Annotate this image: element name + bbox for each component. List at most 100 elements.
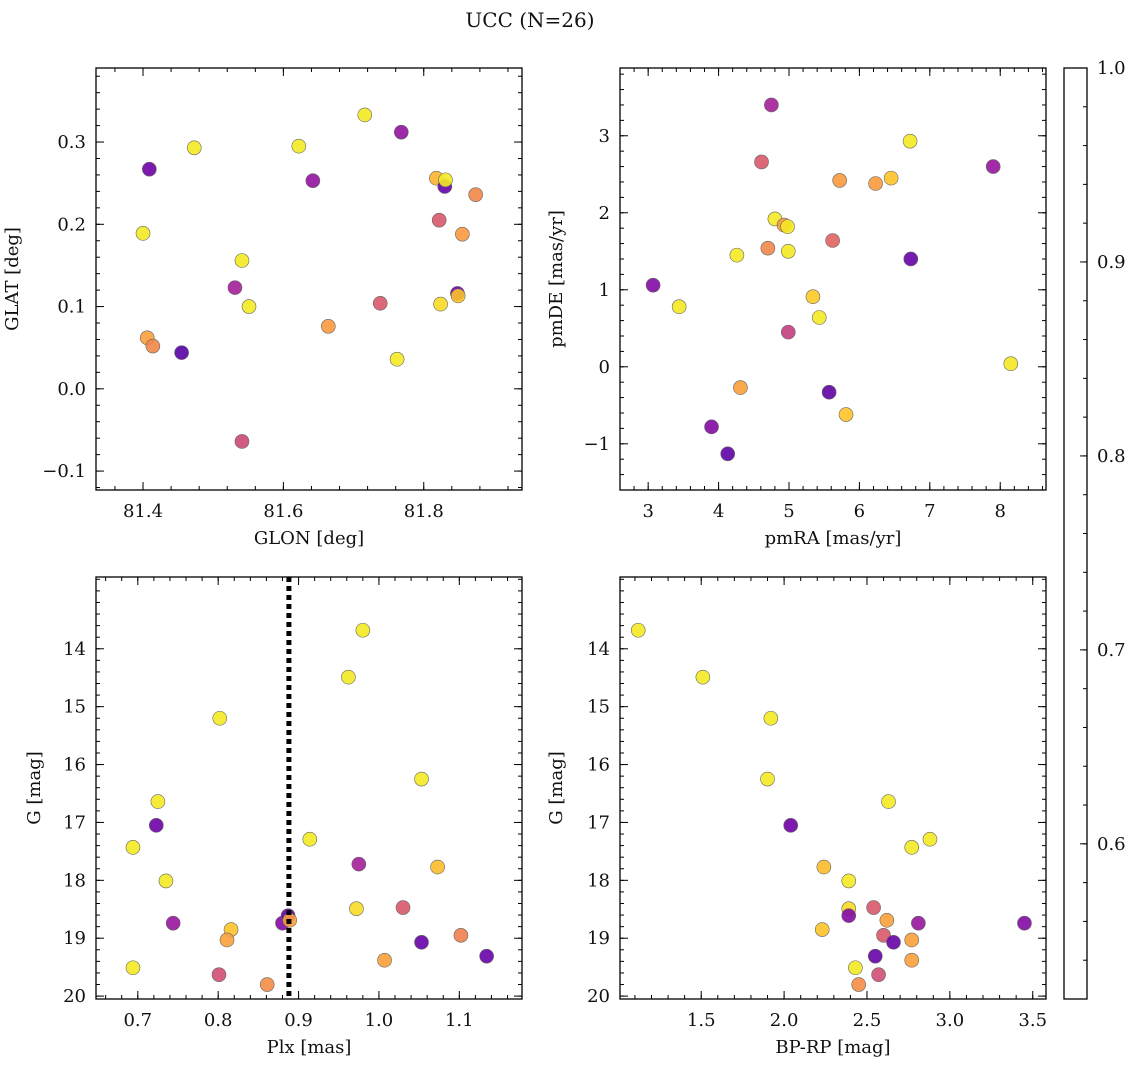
scatter-point xyxy=(838,407,854,422)
scatter-point xyxy=(760,771,775,787)
x-tick-label: 0.8 xyxy=(204,1010,233,1031)
scatter-point xyxy=(212,710,228,726)
scatter-point xyxy=(811,310,827,325)
scatter-point xyxy=(414,934,429,950)
scatter-point xyxy=(395,900,411,915)
scatter-point xyxy=(377,952,392,968)
scatter-point xyxy=(453,928,469,943)
y-tick-label: 14 xyxy=(587,639,610,660)
scatter-point xyxy=(841,908,857,923)
scatter-point xyxy=(259,977,275,992)
scatter-point xyxy=(871,967,886,982)
scatter-point xyxy=(886,934,901,950)
colorbar-tick-label: 0.9 xyxy=(1097,252,1126,273)
axes-frame xyxy=(95,67,523,491)
scatter-point xyxy=(341,669,356,685)
scatter-point xyxy=(671,299,687,315)
x-tick-label: 4 xyxy=(713,501,724,522)
scatter-point xyxy=(145,338,161,354)
panel-pmra_pmde: 3 4 5 6 7 8 −1 0 1 2 3 pmRA [mas/yr] pmDE [mas/yr] xyxy=(546,67,1047,549)
x-tick-label: 1.1 xyxy=(445,1010,474,1031)
y-tick-label: 19 xyxy=(63,928,86,949)
panel-glon_glat: 81.4 81.6 81.8 −0.1 0.0 0.1 0.2 0.3 GLON [deg] GL… xyxy=(2,67,523,549)
scatter-point xyxy=(174,345,189,360)
scatter-point xyxy=(305,173,321,188)
scatter-point xyxy=(389,351,405,367)
scatter-point xyxy=(814,922,830,937)
scatter-point xyxy=(881,794,896,809)
scatter-point xyxy=(851,977,866,992)
scatter-point xyxy=(241,299,257,314)
x-tick-label: 1.5 xyxy=(687,1010,716,1031)
y-tick-label: 0.0 xyxy=(57,379,86,400)
scatter-point xyxy=(431,212,447,228)
colorbar: 0.6 0.7 0.8 0.9 1.0 xyxy=(1063,58,1126,1000)
scatter-point xyxy=(868,176,883,191)
scatter-point xyxy=(158,873,174,889)
y-tick-label: 19 xyxy=(587,928,610,949)
scatter-point xyxy=(234,434,250,449)
y-tick-label: −0.1 xyxy=(42,461,86,482)
scatter-point xyxy=(805,289,821,305)
scatter-point xyxy=(630,622,646,638)
axes-frame xyxy=(619,576,1047,1000)
figure-title: UCC (N=26) xyxy=(465,8,594,32)
scatter-point xyxy=(291,138,307,154)
axes-frame xyxy=(619,67,1047,491)
scatter-point xyxy=(234,253,250,268)
scatter-point xyxy=(186,140,202,156)
scatter-point xyxy=(150,794,166,809)
y-tick-label: 17 xyxy=(63,812,86,833)
scatter-point xyxy=(985,159,1001,174)
scatter-point xyxy=(902,133,918,149)
colorbar-tick-label: 1.0 xyxy=(1097,58,1126,79)
scatter-point xyxy=(414,771,429,787)
x-tick-label: 0.7 xyxy=(123,1010,152,1031)
x-tick-label: 3.5 xyxy=(1018,1010,1047,1031)
scatter-point xyxy=(848,960,863,976)
scatter-point xyxy=(645,277,661,293)
y-axis-label: pmDE [mas/yr] xyxy=(546,210,567,348)
scatter-point xyxy=(479,948,494,964)
x-tick-label: 81.4 xyxy=(123,501,163,522)
x-tick-label: 5 xyxy=(783,501,794,522)
y-tick-label: 0.2 xyxy=(57,214,86,235)
scatter-point xyxy=(780,243,796,259)
x-axis-label: Plx [mas] xyxy=(267,1037,352,1058)
scatter-point xyxy=(832,173,847,188)
x-axis-label: pmRA [mas/yr] xyxy=(765,528,902,549)
scatter-point xyxy=(455,226,470,242)
scatter-point xyxy=(320,319,336,334)
scatter-point xyxy=(904,952,920,968)
y-tick-label: 3 xyxy=(599,126,610,147)
scatter-point xyxy=(763,710,779,726)
scatter-point xyxy=(704,419,719,435)
scatter-point xyxy=(904,932,920,948)
scatter-point xyxy=(911,915,926,931)
y-tick-label: 16 xyxy=(587,755,610,776)
scatter-point xyxy=(821,384,837,400)
y-tick-label: 18 xyxy=(587,870,610,891)
y-axis-label: G [mag] xyxy=(24,751,45,824)
y-tick-label: 1 xyxy=(599,280,610,301)
x-axis-label: BP-RP [mag] xyxy=(775,1037,890,1058)
scatter-point xyxy=(438,172,453,188)
y-tick-label: 15 xyxy=(587,697,610,718)
scatter-point xyxy=(450,288,466,304)
scatter-point xyxy=(142,161,157,177)
scatter-point xyxy=(125,840,141,855)
scatter-point xyxy=(754,154,769,170)
scatter-point xyxy=(355,622,371,638)
scatter-point xyxy=(393,124,409,140)
scatter-point xyxy=(816,859,832,875)
scatter-point xyxy=(883,170,899,186)
scatter-point xyxy=(825,233,840,248)
x-tick-label: 0.9 xyxy=(284,1010,313,1031)
x-tick-label: 81.6 xyxy=(263,501,303,522)
scatter-point xyxy=(148,818,164,833)
x-tick-label: 2.0 xyxy=(770,1010,799,1031)
x-tick-label: 3.0 xyxy=(936,1010,965,1031)
scatter-point xyxy=(783,818,799,833)
y-axis-label: GLAT [deg] xyxy=(2,227,23,331)
